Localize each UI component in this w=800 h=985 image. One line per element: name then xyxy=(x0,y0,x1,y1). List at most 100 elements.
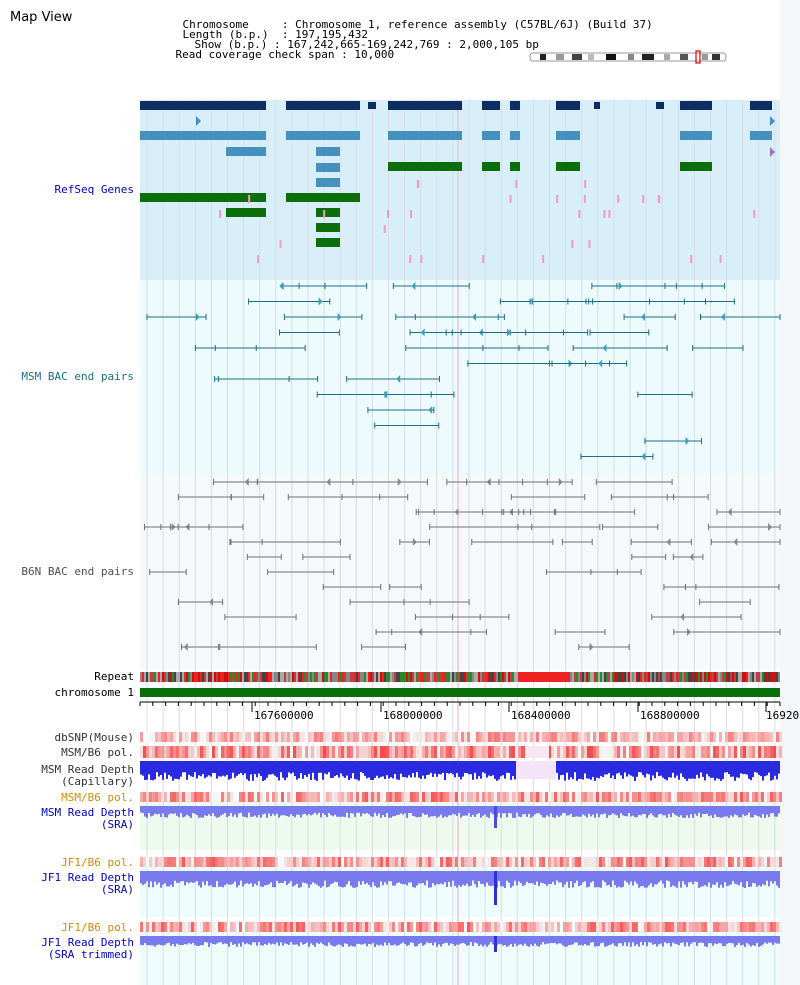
repeat-element xyxy=(328,672,330,682)
depth-bar xyxy=(508,936,510,946)
direction-marker xyxy=(279,282,284,290)
repeat-element xyxy=(340,672,342,682)
heat-cell xyxy=(302,792,305,802)
heat-cell xyxy=(206,857,209,867)
heat-cell xyxy=(704,792,707,802)
depth-bar xyxy=(400,761,402,774)
heat-cell xyxy=(335,732,338,742)
repeat-element xyxy=(516,672,518,682)
depth-bar xyxy=(630,761,632,776)
heat-cell xyxy=(758,746,761,758)
heat-cell xyxy=(311,732,314,742)
repeat-element xyxy=(504,672,506,682)
track-label-jf1-b6-pol-1[interactable]: JF1/B6 pol. xyxy=(61,856,134,869)
repeat-element xyxy=(142,672,144,682)
heat-cell xyxy=(359,732,362,742)
heat-cell xyxy=(374,792,377,802)
depth-bar xyxy=(308,936,310,947)
depth-bar xyxy=(392,761,394,779)
depth-bar xyxy=(722,806,724,818)
heat-cell xyxy=(665,746,668,758)
heat-cell xyxy=(455,922,458,932)
depth-bar xyxy=(604,936,606,947)
heat-cell xyxy=(380,732,383,742)
heat-cell xyxy=(599,922,602,932)
track-label-repeat[interactable]: Repeat xyxy=(94,670,134,683)
depth-bar xyxy=(292,806,294,816)
heat-cell xyxy=(647,922,650,932)
track-label-b6n-bac[interactable]: B6N BAC end pairs xyxy=(21,565,134,578)
direction-marker xyxy=(209,598,214,606)
gene-block xyxy=(316,208,340,217)
track-label-jf1-rd-trimmed[interactable]: JF1 Read Depth xyxy=(41,936,134,949)
track-label-msm-rd-capillary[interactable]: MSM Read Depth xyxy=(41,763,134,776)
depth-bar xyxy=(586,806,588,818)
depth-bar xyxy=(312,806,314,815)
depth-bar xyxy=(174,761,176,779)
repeat-element xyxy=(348,672,350,682)
depth-bar xyxy=(196,871,198,882)
heat-cell xyxy=(182,857,185,867)
depth-bar xyxy=(632,936,634,943)
heat-cell xyxy=(455,792,458,802)
heat-cell xyxy=(479,746,482,758)
heat-cell xyxy=(563,857,566,867)
heat-cell xyxy=(197,792,200,802)
depth-bar xyxy=(318,761,320,773)
depth-bar xyxy=(582,871,584,883)
depth-bar xyxy=(708,936,710,944)
heat-cell xyxy=(578,746,581,758)
depth-bar xyxy=(464,806,466,816)
depth-bar xyxy=(626,871,628,883)
depth-bar xyxy=(434,761,436,774)
depth-spike xyxy=(494,936,497,952)
repeat-element xyxy=(608,672,610,682)
heat-cell xyxy=(143,792,146,802)
depth-bar xyxy=(748,871,750,887)
depth-bar xyxy=(262,761,264,781)
depth-bar xyxy=(316,936,318,943)
depth-bar xyxy=(348,936,350,947)
track-label-msm-b6-pol-2[interactable]: MSM/B6 pol. xyxy=(61,791,134,804)
track-label-msm-bac[interactable]: MSM BAC end pairs xyxy=(21,370,134,383)
heat-cell xyxy=(140,922,143,932)
depth-bar xyxy=(332,806,334,817)
depth-bar xyxy=(210,761,212,777)
heat-cell xyxy=(545,922,548,932)
track-label-msm-rd-sra[interactable]: MSM Read Depth xyxy=(41,806,134,819)
heat-cell xyxy=(626,857,629,867)
depth-bar xyxy=(530,871,532,884)
track-label-dbsnp[interactable]: dbSNP(Mouse) xyxy=(54,731,134,744)
heat-cell xyxy=(293,732,296,742)
depth-bar xyxy=(386,871,388,885)
heat-cell xyxy=(176,922,179,932)
depth-bar xyxy=(384,806,386,818)
repeat-element xyxy=(484,672,486,682)
track-label-msm-b6-pol-1[interactable]: MSM/B6 pol. xyxy=(61,746,134,759)
heat-cell xyxy=(389,746,392,758)
depth-bar xyxy=(598,761,600,779)
repeat-element xyxy=(750,672,752,682)
heat-cell xyxy=(605,792,608,802)
heat-cell xyxy=(779,746,782,758)
depth-bar xyxy=(198,761,200,776)
depth-bar xyxy=(440,761,442,775)
heat-cell xyxy=(554,732,557,742)
track-label-jf1-b6-pol-2[interactable]: JF1/B6 pol. xyxy=(61,921,134,934)
heat-cell xyxy=(398,732,401,742)
depth-bar xyxy=(232,871,234,884)
track-label-refseq[interactable]: RefSeq Genes xyxy=(54,183,134,196)
heat-cell xyxy=(212,732,215,742)
track-label-jf1-rd-sra[interactable]: JF1 Read Depth xyxy=(41,871,134,884)
heat-cell xyxy=(752,746,755,758)
depth-bar xyxy=(554,871,556,885)
repeat-element xyxy=(722,672,724,682)
heat-cell xyxy=(602,732,605,742)
heat-cell xyxy=(383,922,386,932)
depth-bar xyxy=(672,936,674,943)
heat-cell xyxy=(503,857,506,867)
track-label-chromosome[interactable]: chromosome 1 xyxy=(54,686,134,699)
heat-cell xyxy=(611,857,614,867)
repeat-element xyxy=(656,672,658,682)
heat-cell xyxy=(440,732,443,742)
